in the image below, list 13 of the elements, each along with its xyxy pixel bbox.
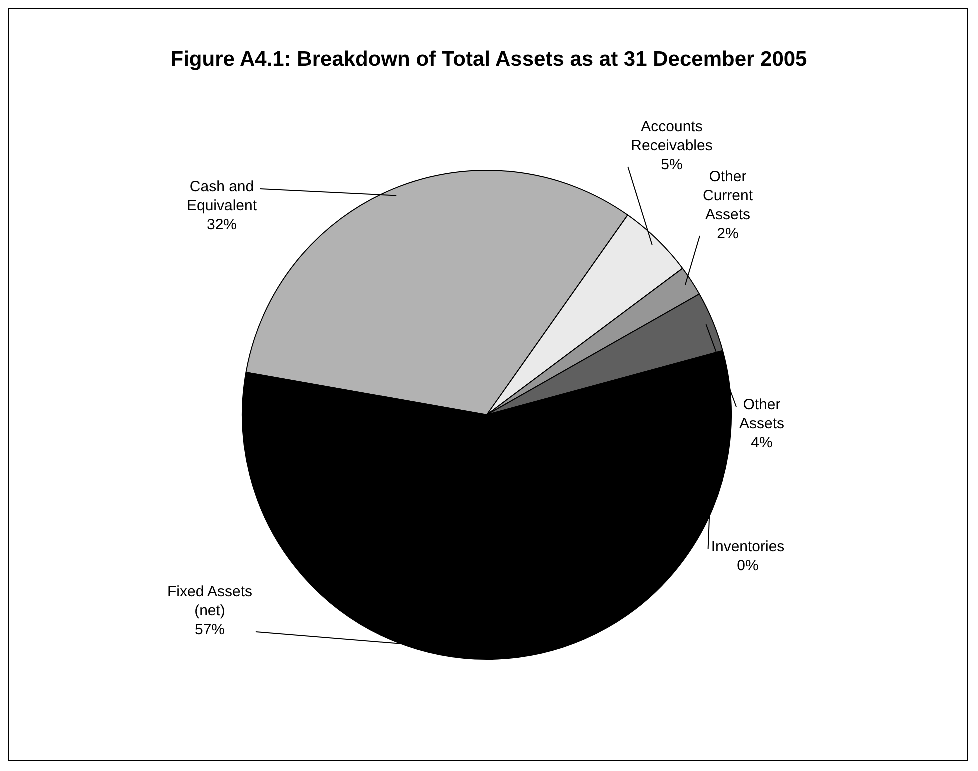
data-label: 2% (717, 226, 739, 243)
slice-label: Cash and Equivalent (186, 178, 258, 215)
slice-label: Fixed Assets (net) (167, 584, 253, 620)
data-label: 57% (194, 622, 226, 639)
data-label: 4% (751, 434, 773, 452)
slice-label: Other Current Assets (702, 168, 754, 224)
chart-title: Figure A4.1: Breakdown of Total Assets as at 31 December 2005 (170, 48, 808, 72)
data-label: 32% (206, 216, 238, 234)
slice-label: Accounts Receivables (631, 118, 713, 155)
data-label: 5% (661, 156, 683, 174)
text: 0% (737, 558, 759, 575)
category-label: Inventories (711, 538, 785, 556)
slice-label: Other Assets (739, 396, 785, 433)
